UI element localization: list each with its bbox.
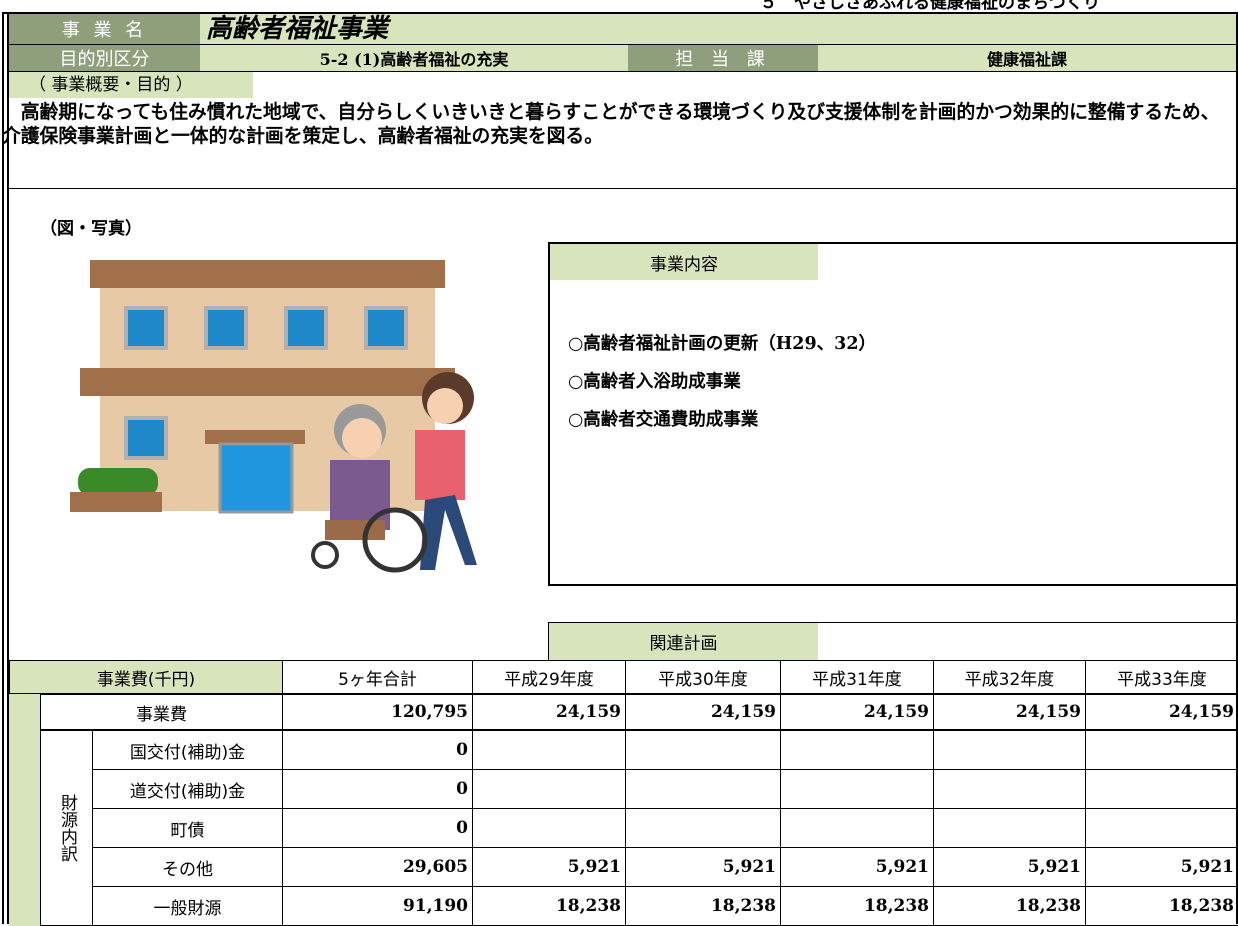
content-item: ○高齢者福祉計画の更新（H29、32） xyxy=(568,334,877,354)
table-cell xyxy=(933,769,1086,809)
label: 担 当 課 xyxy=(628,45,818,71)
funding-value: 5,921 xyxy=(625,847,781,887)
project-name: 高齢者福祉事業 xyxy=(200,14,1236,44)
table-header: 平成30年度 xyxy=(625,660,781,694)
funding-value: 91,190 xyxy=(282,886,473,926)
content-list: ○高齢者福祉計画の更新（H29、32） ○高齢者入浴助成事業 ○高齢者交通費助成… xyxy=(568,325,876,439)
total-value: 24,159 xyxy=(625,694,781,730)
content-item: ○高齢者入浴助成事業 xyxy=(568,372,741,392)
table-cell xyxy=(780,769,934,809)
section-heading: （ 事業概要・目的 ） xyxy=(9,72,253,98)
border xyxy=(1236,14,1238,924)
total-value: 24,159 xyxy=(933,694,1086,730)
illustration xyxy=(70,260,477,573)
table-cell xyxy=(933,730,1086,770)
table-header: 平成29年度 xyxy=(472,660,626,694)
total-value: 24,159 xyxy=(780,694,934,730)
table-cell xyxy=(625,769,781,809)
total-value: 24,159 xyxy=(472,694,626,730)
category: 5-2 (1)高齢者福祉の充実 xyxy=(200,45,628,71)
total-value: 24,159 xyxy=(1085,694,1238,730)
table-cell xyxy=(933,808,1086,848)
total-value: 120,795 xyxy=(282,694,473,730)
table-cell xyxy=(625,808,781,848)
funding-label: 財源内訳 xyxy=(40,730,93,926)
funding-value: 5,921 xyxy=(1085,847,1238,887)
content-item: ○高齢者交通費助成事業 xyxy=(568,410,759,430)
table-cell xyxy=(780,808,934,848)
table-header: 事業費(千円) xyxy=(9,660,283,694)
funding-value: 5,921 xyxy=(780,847,934,887)
border xyxy=(2,12,1238,14)
table-header: 平成33年度 xyxy=(1085,660,1238,694)
content-box xyxy=(548,242,1238,586)
table-cell xyxy=(1085,730,1238,770)
border xyxy=(2,14,4,924)
content-heading: 事業内容 xyxy=(550,244,818,280)
funding-value: 5,921 xyxy=(933,847,1086,887)
table-cell xyxy=(472,808,626,848)
funding-value: 0 xyxy=(282,730,473,770)
section-heading: （図・写真） xyxy=(40,219,142,239)
summary-text: 高齢期になっても住み慣れた地域で、自分らしくいきいきと暮らすことができる環境づく… xyxy=(2,101,1220,147)
table-header: 5ヶ年合計 xyxy=(282,660,473,694)
department: 健康福祉課 xyxy=(818,45,1236,71)
row-label: 国交付(補助)金 xyxy=(92,730,283,770)
table-cell xyxy=(1085,769,1238,809)
funding-value: 0 xyxy=(282,808,473,848)
label: 目的別区分 xyxy=(9,45,200,71)
chapter-title: ５ やさしさあふれる健康福祉のまちづくり xyxy=(760,0,1100,13)
label: 事 業 名 xyxy=(9,14,200,44)
row-label: 町債 xyxy=(92,808,283,848)
row-label: 一般財源 xyxy=(92,886,283,926)
related-heading: 関連計画 xyxy=(549,623,818,660)
funding-value: 5,921 xyxy=(472,847,626,887)
table-cell xyxy=(1085,808,1238,848)
table-cell xyxy=(472,769,626,809)
row-label: 道交付(補助)金 xyxy=(92,769,283,809)
table-cell xyxy=(780,730,934,770)
table-cell xyxy=(625,730,781,770)
funding-value: 18,238 xyxy=(625,886,781,926)
row-label: 事業費 xyxy=(40,694,283,730)
funding-value: 29,605 xyxy=(282,847,473,887)
funding-value: 18,238 xyxy=(1085,886,1238,926)
table-header: 平成31年度 xyxy=(780,660,934,694)
table-strip xyxy=(9,660,41,926)
row-label: その他 xyxy=(92,847,283,887)
table-cell xyxy=(472,730,626,770)
funding-value: 18,238 xyxy=(933,886,1086,926)
table-header: 平成32年度 xyxy=(933,660,1086,694)
funding-value: 0 xyxy=(282,769,473,809)
funding-value: 18,238 xyxy=(472,886,626,926)
border xyxy=(7,14,9,924)
funding-value: 18,238 xyxy=(780,886,934,926)
